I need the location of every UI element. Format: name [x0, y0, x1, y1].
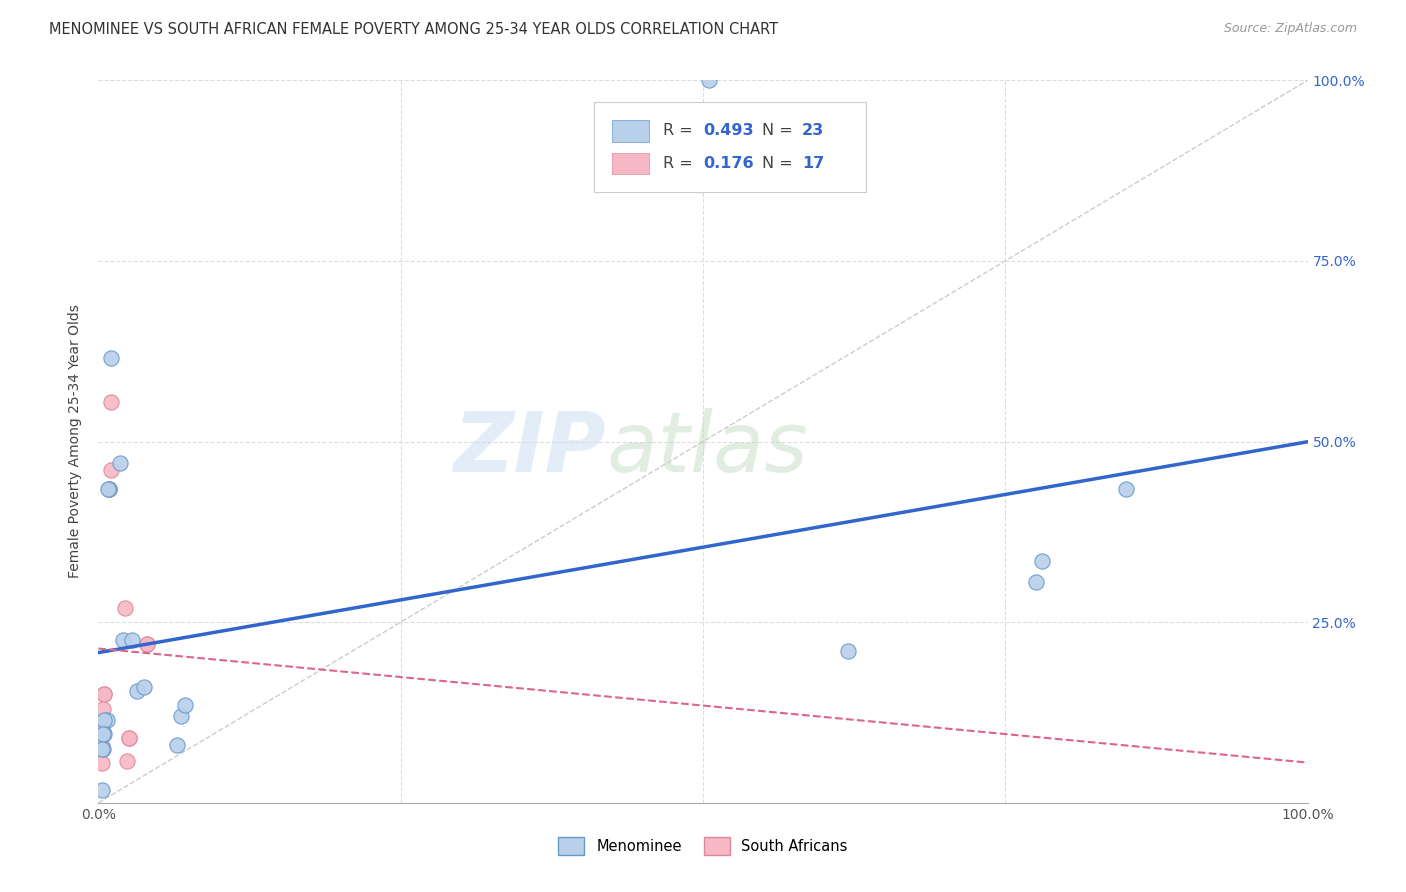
Point — [166, 738, 188, 752]
Point — [91, 727, 114, 741]
Text: 23: 23 — [803, 123, 824, 138]
Text: Source: ZipAtlas.com: Source: ZipAtlas.com — [1223, 22, 1357, 36]
Point — [93, 727, 115, 741]
Point — [121, 633, 143, 648]
Point — [91, 725, 114, 739]
Text: R =: R = — [664, 156, 697, 171]
Point — [1031, 554, 1053, 568]
Point — [93, 687, 115, 701]
Point — [174, 698, 197, 713]
Text: 0.493: 0.493 — [703, 123, 754, 138]
Point — [93, 713, 115, 727]
Point — [117, 754, 139, 768]
Point — [97, 482, 120, 496]
Text: MENOMINEE VS SOUTH AFRICAN FEMALE POVERTY AMONG 25-34 YEAR OLDS CORRELATION CHAR: MENOMINEE VS SOUTH AFRICAN FEMALE POVERT… — [49, 22, 779, 37]
Text: N =: N = — [762, 156, 799, 171]
Point — [108, 456, 131, 470]
Text: 0.176: 0.176 — [703, 156, 754, 171]
Text: 17: 17 — [803, 156, 824, 171]
Point — [98, 482, 121, 496]
Text: N =: N = — [762, 123, 799, 138]
Point — [134, 680, 156, 694]
Bar — [613, 120, 648, 142]
Point — [169, 709, 191, 723]
Point — [91, 739, 114, 754]
Point — [111, 633, 134, 648]
Point — [135, 637, 157, 651]
Point — [1115, 482, 1137, 496]
Point — [118, 731, 141, 745]
Y-axis label: Female Poverty Among 25-34 Year Olds: Female Poverty Among 25-34 Year Olds — [69, 304, 83, 579]
Point — [96, 713, 118, 727]
Point — [114, 600, 136, 615]
Text: atlas: atlas — [606, 409, 808, 490]
Point — [91, 782, 114, 797]
Point — [697, 73, 720, 87]
Point — [91, 702, 114, 716]
Point — [91, 725, 114, 739]
Point — [127, 683, 149, 698]
Point — [91, 741, 114, 756]
Text: R =: R = — [664, 123, 697, 138]
Point — [91, 741, 114, 756]
Point — [135, 637, 157, 651]
FancyBboxPatch shape — [595, 102, 866, 193]
Point — [100, 351, 122, 366]
Point — [100, 463, 122, 477]
Point — [118, 731, 141, 745]
Point — [93, 687, 115, 701]
Point — [1024, 575, 1046, 590]
Text: ZIP: ZIP — [454, 409, 606, 490]
Point — [100, 394, 122, 409]
Bar — [613, 153, 648, 174]
Point — [98, 482, 121, 496]
Legend: Menominee, South Africans: Menominee, South Africans — [553, 831, 853, 861]
Point — [98, 482, 121, 496]
Point — [837, 644, 859, 658]
Point — [91, 756, 114, 770]
